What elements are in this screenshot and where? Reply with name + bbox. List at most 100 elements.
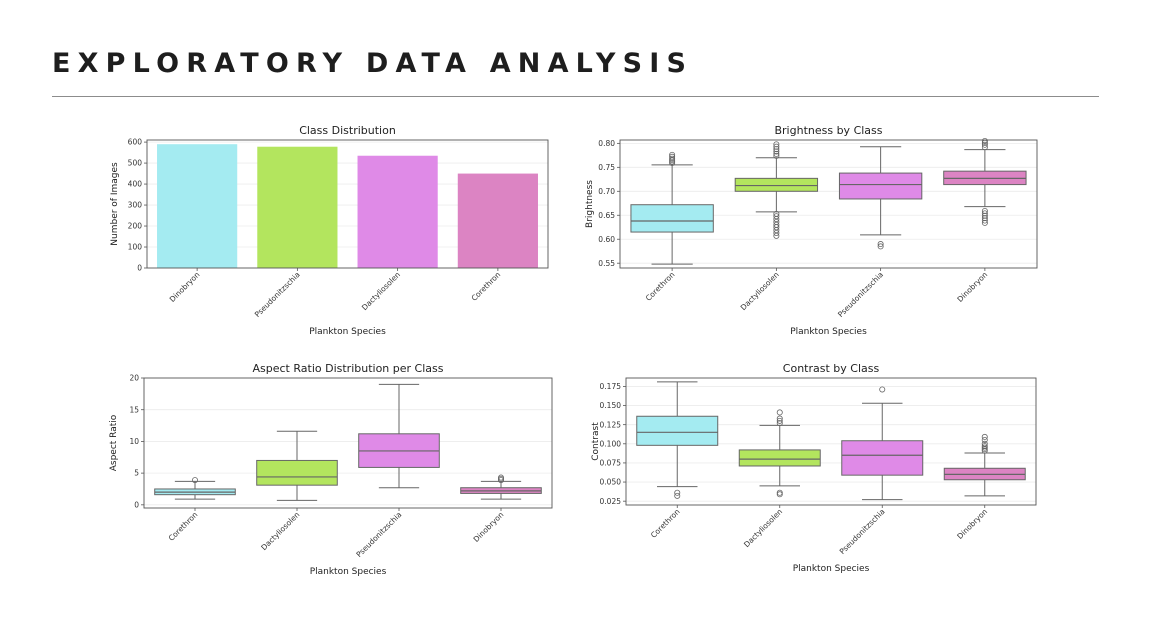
brightness-box bbox=[734, 177, 819, 192]
class-distribution-ytick-label: 500 bbox=[128, 159, 143, 168]
brightness-outlier bbox=[877, 243, 884, 250]
brightness-outlier bbox=[981, 212, 988, 219]
class-distribution-ytick-label: 200 bbox=[128, 222, 143, 231]
aspect-ratio-ytick-label: 5 bbox=[134, 469, 139, 478]
contrast-ytick-label: 0.075 bbox=[600, 459, 622, 468]
contrast-ytick-label: 0.175 bbox=[600, 382, 622, 391]
contrast-outlier bbox=[981, 443, 988, 450]
brightness-title: Brightness by Class bbox=[774, 124, 882, 137]
contrast-ytick-label: 0.025 bbox=[600, 497, 622, 506]
contrast-box bbox=[738, 449, 821, 467]
aspect-ratio-ytick-label: 0 bbox=[134, 500, 139, 509]
class-distribution-bar bbox=[257, 146, 338, 268]
aspect-ratio-xtick-label: Dactyliosolen bbox=[259, 510, 301, 552]
contrast-ylabel: Contrast bbox=[591, 422, 601, 461]
brightness-ytick-label: 0.60 bbox=[598, 235, 615, 244]
contrast-ytick-label: 0.100 bbox=[600, 439, 622, 448]
class-distribution-bar bbox=[457, 173, 538, 268]
brightness-ytick-label: 0.70 bbox=[598, 187, 615, 196]
aspect-ratio-outlier bbox=[192, 477, 199, 484]
brightness-outlier bbox=[773, 141, 780, 148]
brightness-outlier bbox=[773, 148, 780, 155]
brightness-outlier bbox=[773, 150, 780, 157]
aspect-ratio-title: Aspect Ratio Distribution per Class bbox=[253, 362, 444, 375]
contrast-outlier bbox=[981, 440, 988, 447]
aspect-ratio-ytick-label: 20 bbox=[129, 374, 139, 383]
brightness-outlier bbox=[773, 230, 780, 237]
brightness-outlier bbox=[981, 137, 988, 144]
brightness-outlier bbox=[773, 152, 780, 159]
brightness-outlier bbox=[773, 210, 780, 217]
class-distribution-xtick-label: Dactyliosolen bbox=[360, 270, 402, 312]
aspect-ratio-ytick-label: 10 bbox=[129, 437, 139, 446]
class-distribution-bar bbox=[357, 155, 438, 268]
brightness-box bbox=[630, 204, 714, 233]
contrast-ytick-label: 0.050 bbox=[600, 478, 622, 487]
contrast-xtick-label: Pseudonitzschia bbox=[838, 507, 887, 556]
contrast-outlier bbox=[776, 491, 783, 498]
brightness-outlier bbox=[981, 217, 988, 224]
brightness-ytick-label: 0.65 bbox=[598, 211, 615, 220]
contrast-outlier bbox=[776, 417, 783, 424]
contrast-outlier bbox=[981, 447, 988, 454]
aspect-ratio-xlabel: Plankton Species bbox=[310, 567, 387, 577]
aspect-ratio-xtick-label: Pseudonitzschia bbox=[354, 510, 403, 559]
brightness-axes-frame bbox=[619, 139, 1038, 269]
brightness-outlier bbox=[669, 155, 676, 162]
brightness-outlier bbox=[981, 210, 988, 217]
brightness-outlier bbox=[773, 221, 780, 228]
brightness-outlier bbox=[773, 232, 780, 239]
contrast-outlier bbox=[674, 492, 681, 499]
contrast-outlier bbox=[776, 420, 783, 427]
class-distribution-bar bbox=[157, 144, 238, 268]
aspect-ratio-outlier bbox=[497, 474, 504, 481]
contrast-axes-frame bbox=[625, 377, 1037, 506]
brightness-xtick-label: Pseudonitzschia bbox=[836, 270, 885, 319]
contrast-outlier bbox=[981, 433, 988, 440]
contrast-outlier bbox=[981, 444, 988, 451]
aspect-ratio-box bbox=[256, 459, 338, 486]
contrast-by-class-chart: Contrast by Class 0.025 0.050 0.075 0.100 0.1… bbox=[591, 362, 1037, 574]
brightness-ylabel: Brightness bbox=[585, 180, 595, 228]
contrast-xtick-label: Corethron bbox=[649, 507, 682, 540]
brightness-xtick-label: Corethron bbox=[644, 270, 677, 303]
brightness-xtick-label: Dactyliosolen bbox=[739, 270, 781, 312]
contrast-title: Contrast by Class bbox=[783, 362, 880, 375]
brightness-outlier bbox=[773, 146, 780, 153]
contrast-outlier bbox=[776, 409, 783, 416]
class-distribution-ytick-label: 600 bbox=[128, 138, 143, 147]
class-distribution-xtick-label: Dinobryon bbox=[168, 270, 202, 304]
brightness-by-class-chart: Brightness by Class 0.55 0.60 0.65 0.70 0.75 0… bbox=[585, 124, 1038, 337]
aspect-ratio-ylabel: Aspect Ratio bbox=[109, 414, 119, 471]
contrast-box bbox=[636, 415, 719, 446]
contrast-outlier bbox=[879, 386, 886, 393]
contrast-outlier bbox=[981, 436, 988, 443]
contrast-ytick-label: 0.125 bbox=[600, 420, 622, 429]
brightness-ytick-label: 0.80 bbox=[598, 139, 615, 148]
brightness-outlier bbox=[981, 141, 988, 148]
brightness-xlabel: Plankton Species bbox=[790, 327, 867, 337]
class-distribution-ytick-label: 400 bbox=[128, 180, 143, 189]
aspect-ratio-xtick-label: Dinobryon bbox=[472, 510, 506, 544]
brightness-outlier bbox=[877, 241, 884, 248]
brightness-ytick-label: 0.55 bbox=[598, 259, 615, 268]
class-distribution-ytick-label: 0 bbox=[137, 264, 142, 273]
brightness-outlier bbox=[669, 153, 676, 160]
aspect-ratio-ytick-label: 15 bbox=[129, 405, 139, 414]
brightness-outlier bbox=[981, 215, 988, 222]
aspect-ratio-chart: Aspect Ratio Distribution per Class 0 5 10 1… bbox=[109, 362, 553, 577]
slide-title: EXPLORATORY DATA ANALYSIS bbox=[52, 48, 694, 79]
class-distribution-chart: Class Distribution 0 100 200 300 400 500 600 Din… bbox=[110, 124, 549, 337]
class-distribution-xtick-label: Corethron bbox=[470, 270, 503, 303]
contrast-ytick-label: 0.150 bbox=[600, 401, 622, 410]
class-distribution-ytick-label: 100 bbox=[128, 243, 143, 252]
brightness-outlier bbox=[773, 218, 780, 225]
class-distribution-title: Class Distribution bbox=[299, 124, 396, 137]
contrast-outlier bbox=[674, 489, 681, 496]
contrast-xtick-label: Dactyliosolen bbox=[742, 507, 784, 549]
contrast-xtick-label: Dinobryon bbox=[955, 507, 989, 541]
brightness-outlier bbox=[773, 143, 780, 150]
aspect-ratio-axes-frame bbox=[143, 377, 553, 509]
aspect-ratio-xtick-label: Corethron bbox=[167, 510, 200, 543]
brightness-outlier bbox=[669, 151, 676, 158]
